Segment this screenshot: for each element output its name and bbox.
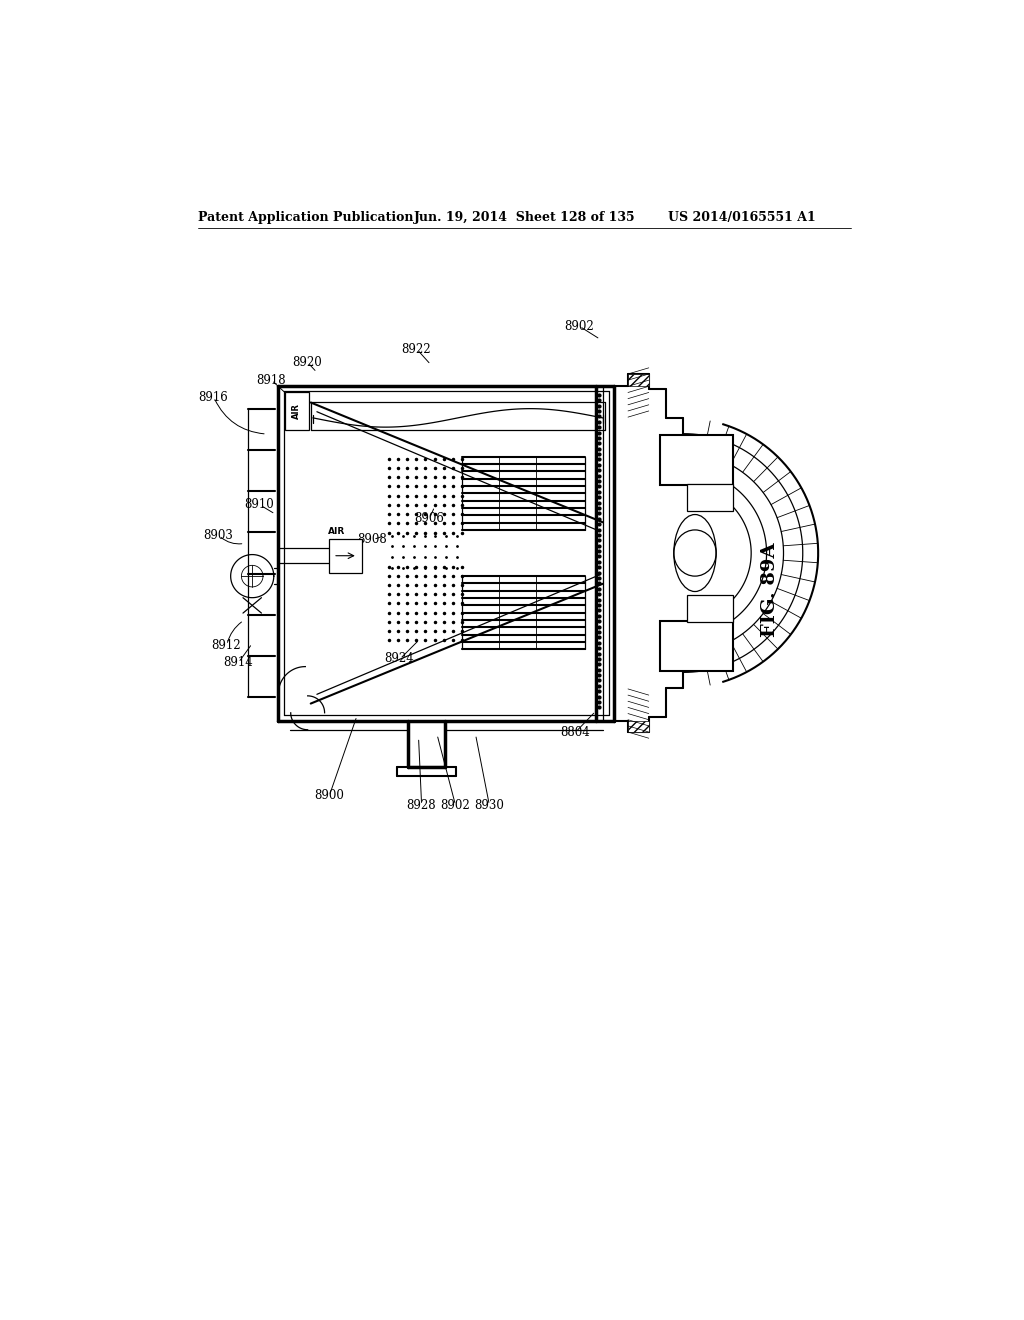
- Text: 8804: 8804: [560, 726, 590, 739]
- Text: AIR: AIR: [293, 403, 301, 418]
- Text: US 2014/0165551 A1: US 2014/0165551 A1: [668, 211, 816, 224]
- Text: 8900: 8900: [313, 789, 344, 803]
- Text: 8906: 8906: [414, 512, 443, 525]
- Text: 8928: 8928: [407, 799, 436, 812]
- Text: 8912: 8912: [211, 639, 241, 652]
- Text: FIG. 89A: FIG. 89A: [761, 543, 778, 636]
- Text: Patent Application Publication: Patent Application Publication: [199, 211, 414, 224]
- Bar: [660, 620, 733, 671]
- Bar: [687, 483, 733, 511]
- Text: Jun. 19, 2014  Sheet 128 of 135: Jun. 19, 2014 Sheet 128 of 135: [414, 211, 636, 224]
- Text: AIR: AIR: [328, 527, 345, 536]
- Text: 8910: 8910: [245, 499, 274, 511]
- Bar: [660, 620, 733, 671]
- Text: 8903: 8903: [204, 529, 233, 543]
- Text: 8902: 8902: [564, 319, 594, 333]
- Bar: [330, 539, 361, 573]
- Bar: [687, 595, 733, 622]
- Text: 8908: 8908: [357, 533, 387, 546]
- Text: 8901: 8901: [333, 543, 362, 556]
- Text: 8930: 8930: [474, 799, 504, 812]
- Polygon shape: [614, 721, 649, 733]
- Bar: [660, 436, 733, 486]
- Text: 8914: 8914: [223, 656, 253, 669]
- Text: 8902: 8902: [440, 799, 470, 812]
- Bar: [285, 392, 309, 430]
- Polygon shape: [614, 374, 649, 385]
- Text: 8924: 8924: [385, 652, 415, 665]
- Bar: [660, 436, 733, 486]
- Text: 8916: 8916: [199, 391, 228, 404]
- Text: 8920: 8920: [292, 356, 322, 370]
- Text: 8922: 8922: [401, 343, 431, 356]
- Text: 8918: 8918: [256, 374, 286, 387]
